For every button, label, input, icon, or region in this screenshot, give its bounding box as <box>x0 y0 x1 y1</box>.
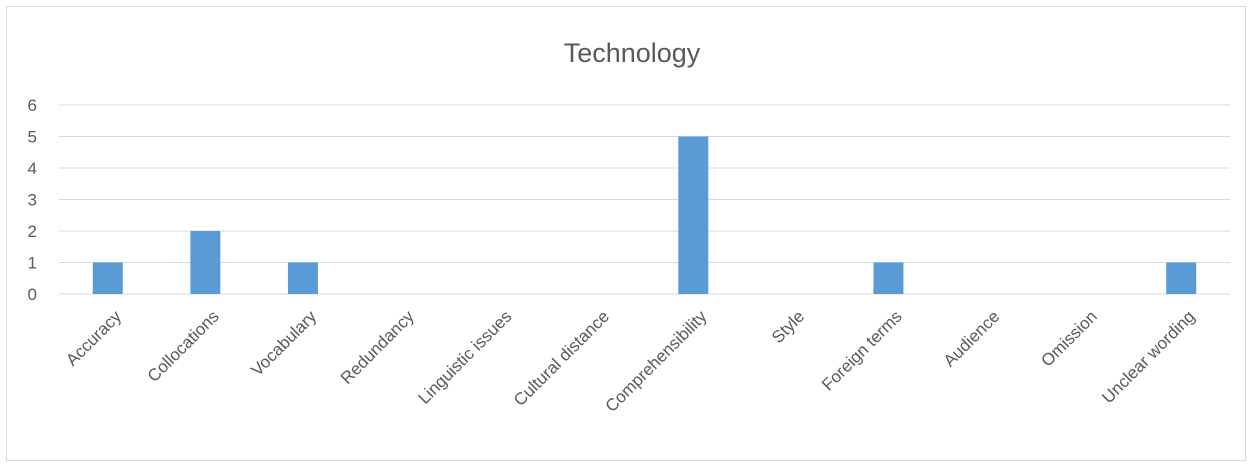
gridlines <box>59 104 1230 295</box>
bar-collocations <box>190 231 221 294</box>
bar-vocabulary <box>287 262 318 294</box>
y-tick-label: 5 <box>28 128 37 147</box>
bar-unclear-wording <box>1166 262 1197 294</box>
y-tick-label: 4 <box>28 159 37 178</box>
bar-accuracy <box>92 262 123 294</box>
y-tick-label: 1 <box>28 254 37 273</box>
x-tick-label: Foreign terms <box>818 307 906 395</box>
x-tick-label: Audience <box>940 307 1004 371</box>
x-tick-label: Comprehensibility <box>602 307 711 416</box>
y-tick-label: 3 <box>28 191 37 210</box>
y-tick-label: 6 <box>28 96 37 115</box>
chart-title: Technology <box>564 38 701 68</box>
x-axis-ticks: Accuracy Collocations Vocabulary Redundancy… <box>62 307 1198 416</box>
bar-foreign-terms <box>873 262 904 294</box>
y-tick-label: 2 <box>28 222 37 241</box>
x-tick-label: Linguistic issues <box>414 307 515 408</box>
x-tick-label: Cultural distance <box>510 307 613 410</box>
bars <box>92 136 1197 294</box>
bar-comprehensibility <box>678 136 709 294</box>
x-tick-label: Collocations <box>144 307 223 386</box>
y-tick-label: 0 <box>28 285 37 304</box>
x-tick-label: Style <box>768 307 808 347</box>
x-tick-label: Redundancy <box>337 307 418 388</box>
x-tick-label: Vocabulary <box>247 307 320 380</box>
x-tick-label: Accuracy <box>62 307 125 370</box>
y-axis-ticks: 0 1 2 3 4 5 6 <box>28 96 37 304</box>
x-tick-label: Unclear wording <box>1098 307 1198 407</box>
x-tick-label: Omission <box>1037 307 1101 371</box>
